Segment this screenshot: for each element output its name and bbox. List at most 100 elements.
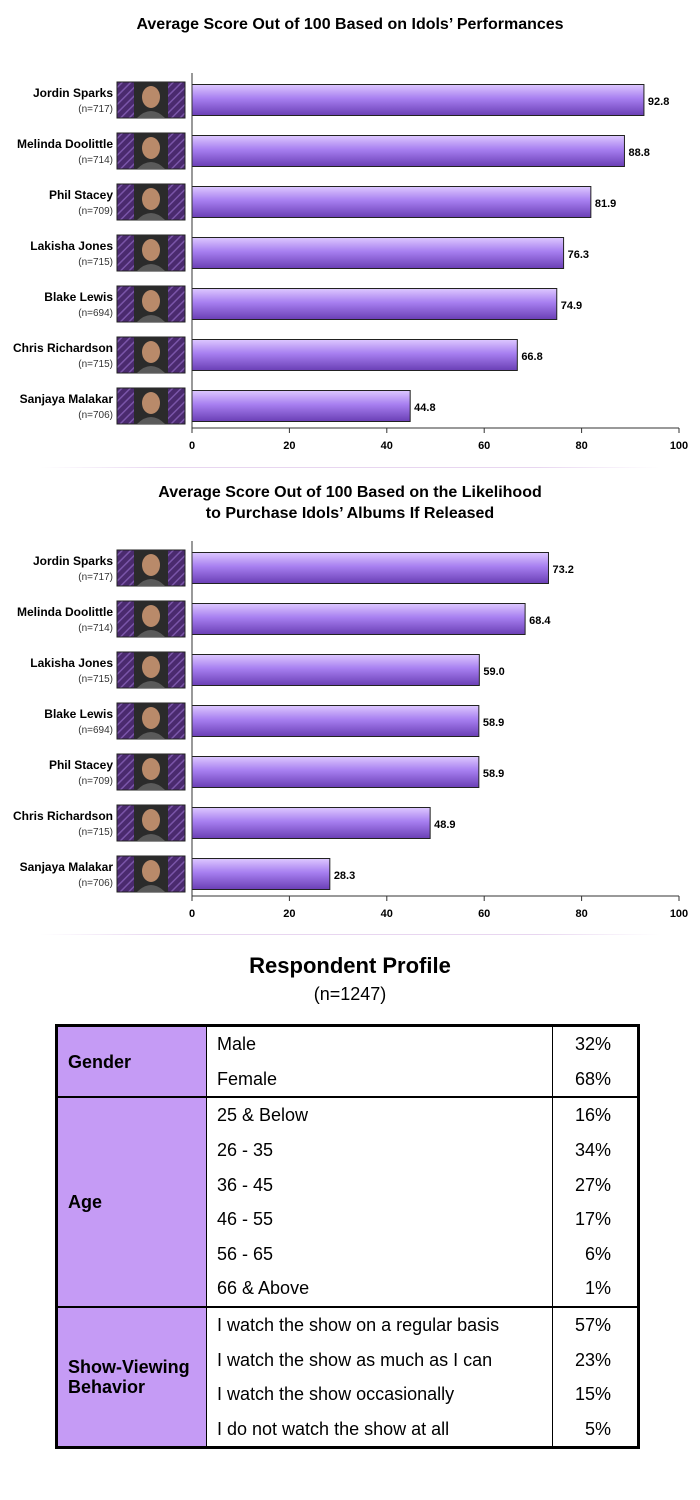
bar — [191, 756, 480, 788]
profile-option-label: 56 - 65 — [206, 1236, 553, 1272]
idol-photo — [116, 285, 186, 323]
bar — [191, 552, 549, 584]
idol-photo — [116, 234, 186, 272]
idol-photo — [116, 855, 186, 893]
profile-option-label: I watch the show on a regular basis — [206, 1305, 553, 1343]
sample-size-label: (n=715) — [78, 257, 113, 268]
profile-option-label: Male — [206, 1025, 553, 1062]
profile-option-label: 46 - 55 — [206, 1201, 553, 1237]
profile-row: 66 & Above 1% — [57, 1271, 639, 1307]
x-tick-label: 0 — [189, 908, 195, 920]
profile-row: 36 - 45 27% — [57, 1167, 639, 1202]
bar — [191, 858, 331, 890]
bar — [191, 807, 431, 839]
idol-photo — [116, 600, 186, 638]
bar-value-label: 74.9 — [561, 300, 582, 312]
x-tick-label: 20 — [283, 440, 295, 452]
profile-category-label: Gender — [56, 1025, 207, 1098]
idol-photo — [116, 81, 186, 119]
profile-row: Show-Viewing Behavior I watch the show on… — [56, 1305, 639, 1448]
profile-percent-value: 6% — [584, 1243, 611, 1264]
sample-size-label: (n=715) — [78, 359, 113, 370]
sample-size-label: (n=706) — [78, 410, 113, 421]
profile-percent-value: 16% — [552, 1096, 639, 1133]
x-tick-label: 100 — [670, 908, 688, 920]
section-divider — [40, 467, 660, 468]
sample-size-label: (n=714) — [78, 623, 113, 634]
sample-size-label: (n=715) — [78, 827, 113, 838]
profile-option-label: I watch the show occasionally — [206, 1376, 553, 1412]
purchase-chart-title-line: Average Score Out of 100 Based on the Li… — [158, 484, 542, 501]
bar — [191, 603, 526, 635]
idol-name-label: Phil Stacey — [49, 188, 113, 202]
purchase-chart-title: Average Score Out of 100 Based on the Li… — [0, 482, 700, 524]
profile-option-label: I do not watch the show at all — [206, 1411, 553, 1448]
profile-option-label: 66 & Above — [206, 1271, 553, 1307]
purchase-chart-title-line: to Purchase Idols’ Albums If Released — [205, 505, 495, 522]
profile-percent-value: 27% — [574, 1174, 611, 1195]
performance-chart-title-line: Average Score Out of 100 Based on Idols’… — [136, 16, 564, 33]
idol-name-label: Chris Richardson — [13, 341, 113, 355]
bar-value-label: 58.9 — [483, 717, 504, 729]
idol-photo — [116, 336, 186, 374]
profile-row: 46 - 55 17% — [57, 1201, 639, 1237]
bar-value-label: 28.3 — [334, 870, 355, 882]
bar-value-label: 88.8 — [628, 147, 649, 159]
bar — [191, 339, 518, 371]
profile-option-label: 25 & Below — [206, 1096, 553, 1133]
bar-value-label: 81.9 — [595, 198, 616, 210]
bar-value-label: 76.3 — [568, 249, 589, 261]
performance-chart-plot: Jordin Sparks (n=717) 92.8 Melinda Doolittl… — [13, 73, 688, 452]
profile-percent-value: 17% — [574, 1209, 611, 1230]
profile-percent-value: 15% — [574, 1384, 611, 1405]
bar — [191, 705, 480, 737]
x-tick-label: 40 — [381, 440, 393, 452]
profile-row: I do not watch the show at all 5% — [57, 1411, 639, 1448]
idol-photo — [116, 549, 186, 587]
idol-name-label: Melinda Doolittle — [17, 605, 113, 619]
idol-name-label: Jordin Sparks — [33, 86, 113, 100]
bar-value-label: 58.9 — [483, 768, 504, 780]
profile-row: 56 - 65 6% — [57, 1236, 639, 1272]
sample-size-label: (n=694) — [78, 308, 113, 319]
idol-photo — [116, 132, 186, 170]
section-divider — [40, 934, 660, 935]
idol-name-label: Sanjaya Malakar — [20, 392, 114, 406]
profile-percent-value: 34% — [574, 1140, 611, 1161]
idol-photo — [116, 753, 186, 791]
profile-percent-value: 23% — [574, 1349, 611, 1370]
sample-size-label: (n=706) — [78, 878, 113, 889]
sample-size-label: (n=709) — [78, 206, 113, 217]
profile-percent-value: 57% — [552, 1305, 639, 1343]
profile-title: Respondent Profile — [249, 953, 451, 978]
idol-photo — [116, 804, 186, 842]
x-tick-label: 60 — [478, 440, 490, 452]
sample-size-label: (n=717) — [78, 572, 113, 583]
respondent-profile-table: Gender Male 32% Female 68% Age 25 & Below 16% 26… — [55, 1024, 640, 1450]
sample-size-label: (n=694) — [78, 725, 113, 736]
idol-name-label: Phil Stacey — [49, 758, 113, 772]
idol-photo — [116, 651, 186, 689]
sample-size-label: (n=709) — [78, 776, 113, 787]
profile-row: I watch the show occasionally 15% — [57, 1376, 639, 1412]
bar — [191, 654, 480, 686]
bar-value-label: 48.9 — [434, 819, 455, 831]
performance-chart-title: Average Score Out of 100 Based on Idols’… — [0, 14, 700, 35]
profile-option-label: Female — [206, 1061, 553, 1098]
bar — [191, 237, 565, 269]
bar-value-label: 73.2 — [552, 564, 573, 576]
purchase-chart-plot: Jordin Sparks (n=717) 73.2 Melinda Doolittl… — [13, 541, 688, 920]
idol-photo — [116, 702, 186, 740]
bar — [191, 186, 592, 218]
x-tick-label: 80 — [575, 440, 587, 452]
bar-value-label: 59.0 — [483, 666, 504, 678]
idol-name-label: Melinda Doolittle — [17, 137, 113, 151]
idol-photo — [116, 183, 186, 221]
idol-photo — [116, 387, 186, 425]
profile-option-label: I watch the show as much as I can — [206, 1342, 553, 1377]
profile-subtitle: (n=1247) — [313, 984, 387, 1004]
profile-percent-value: 32% — [574, 1034, 611, 1055]
x-tick-label: 60 — [478, 908, 490, 920]
idol-name-label: Lakisha Jones — [30, 656, 113, 670]
bar-value-label: 68.4 — [529, 615, 551, 627]
